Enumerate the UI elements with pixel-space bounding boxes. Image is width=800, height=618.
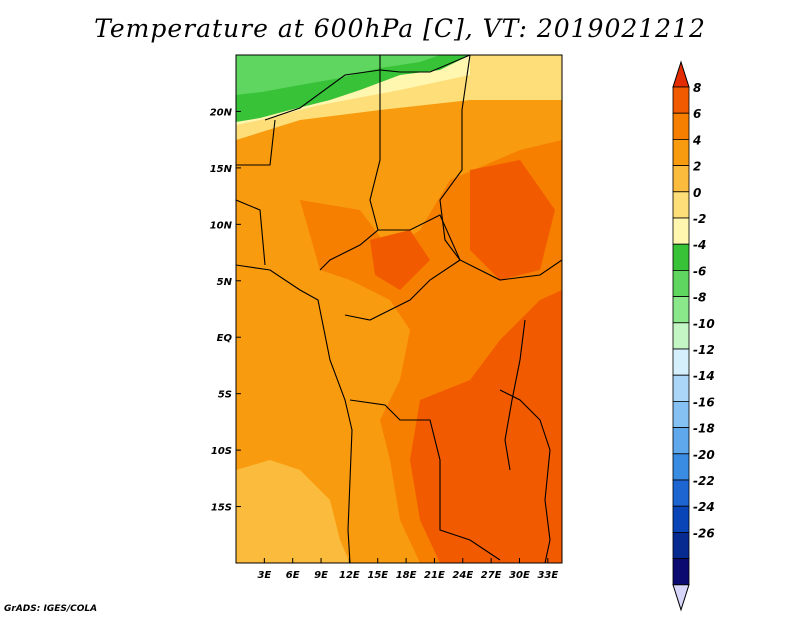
colorbar-label: -4 xyxy=(693,238,706,252)
y-tick-label: 10N xyxy=(210,220,233,231)
y-tick-label: 20N xyxy=(210,107,233,118)
field-red-orange-2 xyxy=(470,160,555,280)
border-misc xyxy=(236,119,276,266)
colorbar-segment xyxy=(672,453,690,481)
x-tick-label: 18E xyxy=(396,570,417,581)
colorbar-segment xyxy=(672,532,690,560)
x-tick-label: 33E xyxy=(537,570,558,581)
border-north-2 xyxy=(439,55,562,281)
colorbar-label: 6 xyxy=(693,107,701,121)
colorbar-label: -14 xyxy=(693,369,715,383)
colorbar-label: -24 xyxy=(693,500,715,514)
x-tick-label: 3E xyxy=(257,570,271,581)
colorbar-segment xyxy=(672,112,690,140)
temperature-field xyxy=(236,55,562,563)
colorbar-segment xyxy=(672,86,690,114)
border-lake-east xyxy=(504,319,526,471)
colorbar-segment xyxy=(672,165,690,193)
y-tick-label: 15S xyxy=(211,503,232,514)
x-tick-label: 9E xyxy=(314,570,328,581)
border-south-1 xyxy=(349,399,501,561)
borders xyxy=(236,55,562,563)
y-tick-label: 15N xyxy=(210,164,233,175)
colorbar-label: -12 xyxy=(693,343,715,357)
x-tick-label: 15E xyxy=(367,570,388,581)
colorbar-bottom-arrow xyxy=(672,584,690,612)
colorbar-label: -8 xyxy=(693,291,706,305)
x-tick-label: 21E xyxy=(424,570,445,581)
x-tick-label: 24E xyxy=(452,570,473,581)
colorbar-segment xyxy=(672,217,690,245)
colorbar-label: -22 xyxy=(693,474,715,488)
colorbar-segment xyxy=(672,558,690,586)
y-tick-label: 5S xyxy=(218,390,232,401)
y-tick-label: 5N xyxy=(217,277,233,288)
credit-text: GrADS: IGES/COLA xyxy=(4,604,98,614)
chart-title: Temperature at 600hPa [C], VT: 201902121… xyxy=(94,14,706,43)
border-south-2 xyxy=(499,389,551,563)
coastline-west xyxy=(236,264,353,563)
colorbar-label: -18 xyxy=(693,422,715,436)
x-axis: 3E 6E 9E 12E 15E 18E 21E 24E 27E 30E 33E xyxy=(257,558,558,581)
colorbar-segment xyxy=(672,191,690,219)
map-frame xyxy=(235,54,563,564)
x-tick-label: 6E xyxy=(286,570,300,581)
y-tick-label: EQ xyxy=(217,333,233,344)
colorbar-segment xyxy=(672,427,690,455)
x-tick-label: 27E xyxy=(481,570,502,581)
colorbar-segment xyxy=(672,505,690,533)
colorbar-label: -10 xyxy=(693,317,715,331)
colorbar-label: 2 xyxy=(693,160,701,174)
colorbar-segment xyxy=(672,348,690,376)
colorbar-label: -26 xyxy=(693,526,715,540)
x-tick-label: 30E xyxy=(509,570,530,581)
colorbar-label: -2 xyxy=(693,212,706,226)
field-red-orange-3 xyxy=(370,230,430,290)
field-light-green xyxy=(236,55,440,95)
colorbar-segment xyxy=(672,322,690,350)
colorbar-label: 4 xyxy=(692,133,701,147)
colorbar-segment xyxy=(672,374,690,402)
colorbar-segment xyxy=(672,138,690,166)
colorbar-label: 0 xyxy=(693,186,701,200)
colorbar-segment xyxy=(672,479,690,507)
colorbar-label: -16 xyxy=(693,395,715,409)
x-tick-label: 12E xyxy=(339,570,360,581)
colorbar: 8 6 4 2 0 -2 -4 -6 -8 -10 -12 -14 -16 -18 -20 -22 -24 -26 xyxy=(672,60,715,612)
colorbar-label: 8 xyxy=(693,81,701,95)
field-red-orange xyxy=(410,290,562,563)
colorbar-top-arrow xyxy=(672,60,690,88)
colorbar-segment xyxy=(672,296,690,324)
colorbar-segment xyxy=(672,243,690,271)
border-central-2 xyxy=(344,214,461,321)
colorbar-segment xyxy=(672,400,690,428)
y-tick-label: 10S xyxy=(211,446,232,457)
colorbar-label: -6 xyxy=(693,264,706,278)
y-axis: 20N 15N 10N 5N EQ 5S 10S 15S xyxy=(210,107,241,514)
colorbar-label: -20 xyxy=(693,448,715,462)
colorbar-segment xyxy=(672,269,690,297)
